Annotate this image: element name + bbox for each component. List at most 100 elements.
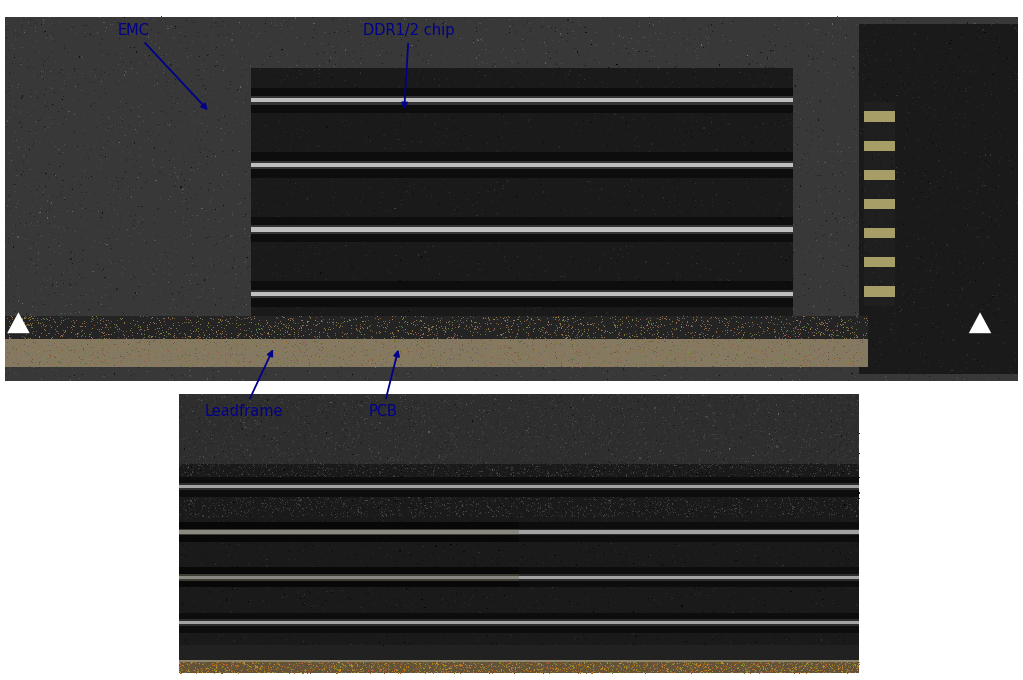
Point [559, 299, 575, 309]
Point [42, 351, 58, 362]
Point [777, 350, 794, 361]
Point [48, 326, 64, 337]
Point [348, 490, 364, 501]
Point [227, 664, 243, 675]
Point [296, 494, 312, 505]
Point [628, 71, 644, 82]
Point [275, 207, 292, 218]
Point [178, 23, 194, 34]
Point [516, 498, 532, 509]
Point [357, 452, 373, 462]
Point [711, 338, 727, 349]
Point [419, 442, 436, 453]
Point [720, 129, 737, 140]
Point [800, 639, 816, 650]
Point [723, 278, 740, 289]
Point [195, 577, 212, 588]
Point [779, 250, 795, 261]
Point [343, 478, 359, 489]
Point [333, 324, 350, 335]
Point [128, 67, 144, 78]
Point [492, 190, 508, 201]
Point [312, 294, 328, 305]
Point [489, 666, 505, 677]
Point [816, 666, 833, 677]
Point [180, 664, 196, 675]
Point [247, 336, 263, 347]
Point [185, 361, 202, 372]
Point [859, 303, 876, 313]
Point [596, 462, 613, 473]
Point [524, 208, 540, 219]
Point [285, 355, 302, 366]
Point [398, 293, 414, 304]
Point [463, 447, 480, 458]
Point [739, 360, 755, 371]
Point [582, 305, 598, 316]
Point [270, 254, 286, 265]
Point [543, 114, 560, 124]
Point [217, 349, 233, 360]
Point [433, 487, 449, 498]
Point [224, 284, 240, 294]
Point [650, 292, 666, 303]
Point [856, 92, 873, 103]
Point [684, 469, 701, 479]
Point [640, 118, 657, 129]
Point [486, 15, 502, 26]
Point [472, 309, 488, 320]
Point [176, 496, 192, 507]
Point [897, 222, 914, 233]
Point [505, 250, 522, 260]
Point [493, 430, 509, 441]
Point [790, 203, 806, 214]
Point [99, 347, 116, 358]
Point [356, 660, 372, 670]
Point [26, 143, 42, 154]
Point [706, 218, 722, 229]
Point [412, 494, 429, 505]
Point [482, 166, 498, 177]
Point [26, 60, 42, 71]
Point [468, 202, 484, 213]
Point [763, 466, 780, 477]
Point [547, 550, 564, 561]
Point [886, 14, 902, 24]
Point [551, 447, 568, 458]
Point [477, 349, 493, 360]
Point [832, 217, 848, 228]
Point [498, 443, 515, 454]
Point [300, 472, 316, 483]
Point [365, 420, 382, 430]
Point [567, 513, 583, 524]
Point [655, 415, 671, 426]
Point [759, 132, 775, 143]
Point [656, 335, 672, 345]
Point [788, 409, 804, 420]
Point [850, 596, 866, 607]
Point [886, 189, 902, 200]
Point [758, 362, 774, 373]
Point [745, 364, 761, 375]
Point [275, 660, 292, 670]
Point [753, 415, 769, 426]
Point [347, 194, 363, 205]
Point [403, 414, 419, 425]
Point [323, 73, 340, 84]
Point [957, 373, 973, 384]
Point [564, 490, 580, 501]
Point [85, 316, 101, 326]
Point [369, 658, 386, 669]
Point [754, 540, 770, 551]
Point [528, 598, 544, 609]
Point [747, 103, 763, 114]
Point [485, 441, 501, 452]
Point [330, 440, 347, 451]
Point [664, 599, 680, 610]
Point [864, 103, 881, 114]
Point [414, 667, 431, 678]
Point [431, 498, 447, 509]
Point [899, 88, 916, 99]
Point [58, 142, 75, 153]
Point [773, 526, 790, 537]
